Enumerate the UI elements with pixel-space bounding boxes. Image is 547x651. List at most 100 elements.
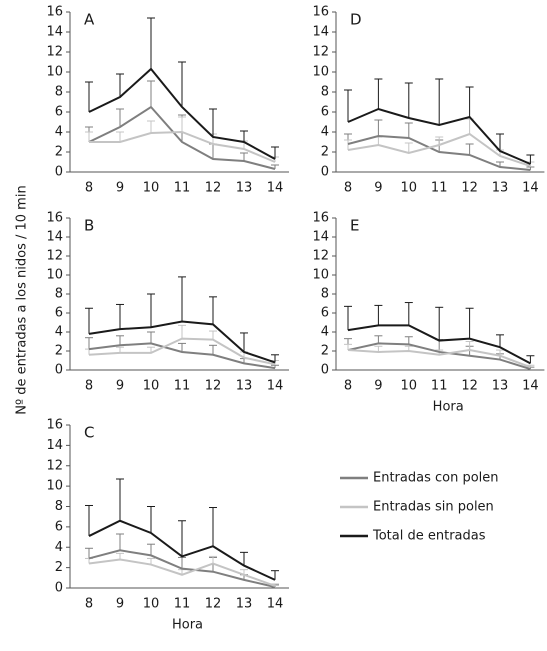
x-tick-label: 8 [85,597,93,612]
x-tick-label: 11 [174,181,191,196]
x-tick-label: 10 [401,379,418,394]
y-tick-label: 0 [55,165,63,180]
x-tick-label: 10 [401,181,418,196]
x-tick-label: 14 [267,379,284,394]
y-tick-label: 2 [321,145,329,160]
x-tick-label: 12 [205,597,222,612]
x-tick-label: 9 [374,181,382,196]
series-line [347,132,531,167]
x-axis-label: Hora [172,618,203,633]
series-line [347,324,531,365]
panel-label: D [350,11,362,29]
y-tick-label: 10 [46,268,63,283]
x-tick-label: 8 [344,379,352,394]
panel-label: B [84,217,94,235]
x-tick-label: 11 [431,379,448,394]
x-tick-label: 9 [116,379,124,394]
y-tick-label: 16 [46,5,63,20]
series-line [88,558,276,587]
y-tick-label: 10 [46,65,63,80]
panel-label: E [350,217,359,235]
series-line [89,130,276,163]
x-tick-label: 8 [85,181,93,196]
series-line [88,519,276,581]
y-tick-label: 8 [321,85,329,100]
x-tick-label: 13 [236,597,253,612]
x-tick-label: 14 [522,379,539,394]
y-axis-label: Nº de entradas a los nidos / 10 min [15,185,30,414]
series-line [347,342,531,371]
series-line [88,105,276,170]
legend-label: Entradas sin polen [373,500,494,515]
x-tick-label: 11 [431,181,448,196]
y-tick-label: 4 [55,125,63,140]
x-tick-label: 11 [174,597,191,612]
y-tick-label: 10 [312,268,329,283]
x-tick-label: 8 [85,379,93,394]
y-tick-label: 2 [55,344,63,359]
y-tick-label: 0 [321,165,329,180]
series-line [88,320,276,364]
x-tick-label: 11 [174,379,191,394]
y-tick-label: 14 [46,438,63,453]
x-tick-label: 12 [461,379,478,394]
y-tick-label: 4 [55,540,63,555]
x-tick-label: 10 [143,597,160,612]
legend-label: Entradas con polen [373,471,499,486]
series-line [88,337,276,366]
y-tick-label: 16 [312,5,329,20]
x-tick-label: 14 [267,181,284,196]
y-tick-label: 6 [55,306,63,321]
y-tick-label: 8 [55,85,63,100]
y-tick-label: 4 [55,325,63,340]
y-tick-label: 0 [55,363,63,378]
x-tick-label: 10 [143,181,160,196]
y-tick-label: 12 [46,249,63,264]
y-tick-label: 14 [46,25,63,40]
x-tick-label: 9 [116,181,124,196]
y-tick-label: 16 [46,211,63,226]
y-tick-label: 12 [312,45,329,60]
y-tick-label: 2 [55,560,63,575]
x-tick-label: 14 [522,181,539,196]
series-line [347,107,531,165]
y-tick-label: 12 [312,249,329,264]
x-tick-label: 13 [492,181,509,196]
y-tick-label: 0 [55,581,63,596]
y-tick-label: 8 [55,287,63,302]
x-tick-label: 8 [344,181,352,196]
series-line [347,349,531,369]
y-tick-label: 12 [46,458,63,473]
x-tick-label: 10 [143,379,160,394]
y-tick-label: 4 [321,325,329,340]
y-tick-label: 0 [321,363,329,378]
x-tick-label: 12 [205,181,222,196]
y-tick-label: 6 [321,105,329,120]
x-tick-label: 13 [236,379,253,394]
y-tick-label: 2 [55,145,63,160]
legend-label: Total de entradas [372,529,486,544]
x-tick-label: 13 [492,379,509,394]
panel-label: C [84,424,94,442]
y-tick-label: 14 [312,230,329,245]
y-tick-label: 10 [312,65,329,80]
series-line [88,67,276,160]
y-tick-label: 4 [321,125,329,140]
y-tick-label: 14 [46,230,63,245]
y-tick-label: 8 [321,287,329,302]
y-tick-label: 2 [321,344,329,359]
x-tick-label: 13 [236,181,253,196]
y-tick-label: 8 [55,499,63,514]
x-axis-label: Hora [433,400,464,415]
y-tick-label: 16 [46,418,63,433]
series-line [347,134,531,171]
y-tick-label: 12 [46,45,63,60]
x-tick-label: 9 [374,379,382,394]
y-tick-label: 10 [46,479,63,494]
series-line [88,549,276,588]
series-line [88,342,276,370]
y-tick-label: 6 [55,519,63,534]
y-tick-label: 16 [312,211,329,226]
y-tick-label: 14 [312,25,329,40]
